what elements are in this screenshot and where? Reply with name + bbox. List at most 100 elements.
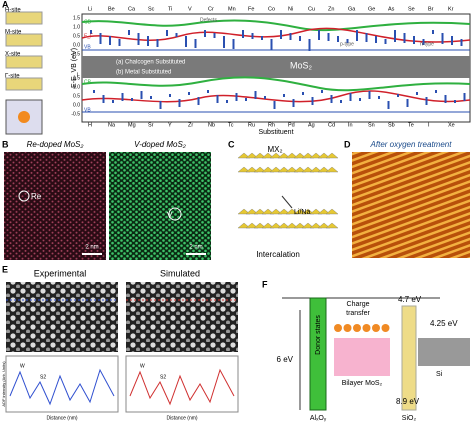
haadf-image <box>126 282 238 352</box>
stem-image <box>109 152 211 260</box>
alox-label: AlₓOᵧ <box>310 415 327 422</box>
dopant-label: V <box>167 211 173 220</box>
layer-unit <box>269 208 283 215</box>
element-label: Ca <box>128 6 136 12</box>
electron <box>343 324 352 332</box>
defect-bar <box>444 95 447 103</box>
defect-bar <box>365 33 368 42</box>
panel-b: B Re-doped MoS₂ V-doped MoS₂ Re V 2 nm 2… <box>2 139 211 260</box>
element-label: Ga <box>348 6 356 12</box>
defect-bar <box>435 90 437 93</box>
caption: Intercalation <box>256 250 300 259</box>
layer-unit <box>293 166 307 173</box>
profile-curve <box>129 368 235 406</box>
charge-label: transfer <box>346 310 370 317</box>
defect-bar <box>118 39 121 46</box>
layer-unit <box>269 166 283 173</box>
element-label: Sc <box>148 6 155 12</box>
cb-label: CB <box>84 79 92 85</box>
y-tick-label: 1.5 <box>73 75 80 81</box>
defect-bar <box>261 36 263 40</box>
defect-bar <box>422 39 425 45</box>
element-label: Pd <box>288 122 295 128</box>
material: MoS₂ <box>290 60 313 70</box>
defect-bar <box>299 36 301 41</box>
layer-unit <box>245 222 259 229</box>
y-label: ADF intensity (Arb. Units) <box>1 361 6 407</box>
defects-label: Defects <box>200 17 217 23</box>
defect-bar <box>441 33 444 44</box>
defect-bar <box>384 39 387 44</box>
defect-bar <box>403 33 406 43</box>
defect-bar <box>159 101 162 109</box>
defect-bar <box>150 96 152 99</box>
layer-unit <box>245 152 259 159</box>
cb-curve <box>81 19 471 32</box>
element-label: In <box>348 122 353 128</box>
defect-bar <box>169 94 171 97</box>
defect-bar <box>175 33 178 37</box>
defect-bar <box>242 30 244 38</box>
element-label: Sn <box>368 122 375 128</box>
layer-unit <box>237 152 251 159</box>
site-label: X-site <box>5 52 21 58</box>
layer-unit <box>317 166 331 173</box>
atom-label: W <box>20 363 25 369</box>
layer-unit <box>301 152 315 159</box>
defect-bar <box>283 94 285 97</box>
y-tick-label: 0.0 <box>73 42 80 48</box>
y-tick-label: 0.5 <box>73 93 80 99</box>
element-label: Zr <box>188 122 193 128</box>
energy-label: 8.9 eV <box>396 397 420 406</box>
layer-unit <box>285 152 299 159</box>
defect-bar <box>90 30 92 34</box>
element-label: Cd <box>328 122 335 128</box>
haadf-image <box>6 282 118 352</box>
site-structure <box>5 77 43 91</box>
donor-label: Donor states <box>315 315 322 355</box>
defect-bar <box>311 97 314 105</box>
sio2-bar <box>401 305 417 411</box>
x-label: Distance (nm) <box>166 415 197 421</box>
defect-bar <box>102 95 105 103</box>
site-label: Γ-site <box>5 74 20 80</box>
defect-bar <box>112 100 114 103</box>
atom-label: W <box>140 363 145 369</box>
si-label: Si <box>436 371 443 378</box>
ef-curve <box>81 90 471 103</box>
element-label: Cr <box>208 6 214 12</box>
defect-levels <box>90 30 466 109</box>
defect-bar <box>432 30 434 34</box>
defect-bar <box>137 33 140 45</box>
atom-label: V <box>122 304 126 310</box>
defect-bar <box>213 33 216 38</box>
mos2-label: Bilayer MoS₂ <box>342 380 383 387</box>
defect-bar <box>128 30 130 35</box>
layer-unit <box>285 166 299 173</box>
panel-e: E Experimental Simulated V W S2 W S2 Dis… <box>1 264 239 421</box>
defect-bar <box>93 90 95 93</box>
atom-label: S2 <box>40 374 46 380</box>
defect-bar <box>140 91 143 99</box>
legend-b: (b) Metal Substituted <box>116 70 171 76</box>
cb-label: CB <box>84 19 92 25</box>
layer-unit <box>317 208 331 215</box>
defect-bar <box>254 91 257 99</box>
site-structure <box>5 11 43 25</box>
element-label: Co <box>268 6 275 12</box>
element-label: Ag <box>308 122 315 128</box>
defect-bar <box>451 36 453 45</box>
energy-label: 4.25 eV <box>430 319 458 328</box>
layer-unit <box>261 208 275 215</box>
layer-unit <box>253 166 267 173</box>
layer-unit <box>309 208 323 215</box>
element-label: Se <box>408 6 415 12</box>
site-structures: H-site M-site X-site Γ-site <box>5 8 43 91</box>
defect-bar <box>185 36 187 47</box>
layer-unit <box>237 166 251 173</box>
element-label: Ge <box>368 6 375 12</box>
n-type-label: n-type <box>420 41 434 47</box>
layer-unit <box>261 152 275 159</box>
defect-bar <box>147 36 149 46</box>
